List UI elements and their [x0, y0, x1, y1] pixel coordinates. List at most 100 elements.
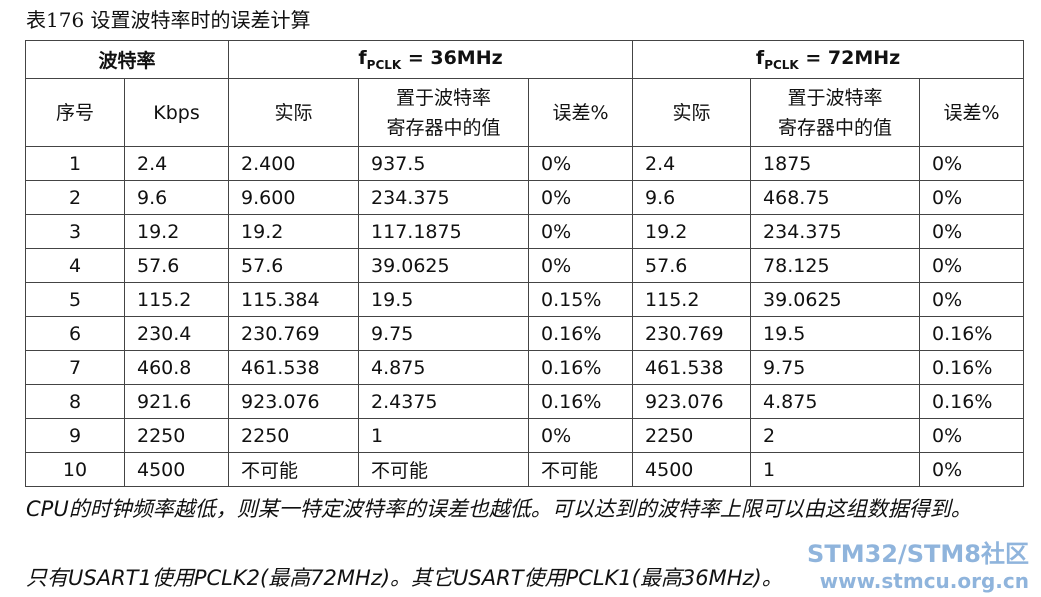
cell: 19.2: [632, 214, 752, 249]
cell: 9.6: [632, 180, 752, 215]
header-text: = 36MHz: [401, 47, 503, 70]
cell: 1: [358, 418, 530, 453]
cell: 2.400: [228, 146, 360, 181]
cell: 461.538: [632, 350, 752, 385]
cell: 115.384: [228, 282, 360, 317]
cell: 937.5: [358, 146, 530, 181]
cell: 923.076: [632, 384, 752, 419]
group-header-row: 波特率 fPCLK = 36MHz fPCLK = 72MHz: [24, 40, 1025, 79]
cell: 0.16%: [528, 350, 634, 385]
cell: 57.6: [123, 248, 230, 283]
cell: 9: [25, 418, 125, 453]
cell: 不可能: [358, 452, 530, 487]
cell: 0.16%: [919, 350, 1025, 385]
header-text: = 72MHz: [798, 47, 901, 70]
cell: 0%: [528, 418, 634, 453]
cell: 4500: [632, 452, 752, 487]
cell: 1: [25, 146, 125, 181]
cell: 78.125: [750, 248, 921, 283]
cell: 230.4: [123, 316, 230, 351]
cell: 0%: [528, 214, 634, 249]
cell: 6: [25, 316, 125, 351]
cell: 0%: [528, 248, 634, 283]
column-header: 置于波特率 寄存器中的值: [358, 78, 530, 147]
cell: 0.16%: [528, 316, 634, 351]
cell: 0.16%: [528, 384, 634, 419]
column-header: 实际: [228, 78, 360, 147]
cell: 8: [25, 384, 125, 419]
cell: 7: [25, 350, 125, 385]
cell: 5: [25, 282, 125, 317]
cell: 39.0625: [750, 282, 921, 317]
cell: 9.6: [123, 180, 230, 215]
data-row: 1 2.4 2.400 937.5 0% 2.4 1875 0%: [25, 146, 1025, 181]
cell: 4.875: [750, 384, 921, 419]
header-text: f: [358, 47, 367, 70]
watermark-line: www.stmcu.org.cn: [819, 569, 1029, 593]
cell: 230.769: [632, 316, 752, 351]
column-header: 误差%: [528, 78, 634, 147]
cell: 923.076: [228, 384, 360, 419]
cell: 19.5: [750, 316, 921, 351]
column-header: 误差%: [919, 78, 1025, 147]
cell: 2250: [123, 418, 230, 453]
cell: 4500: [123, 452, 230, 487]
cell: 0%: [919, 282, 1025, 317]
cell: 115.2: [123, 282, 230, 317]
column-header-row: 序号 Kbps 实际 置于波特率 寄存器中的值 误差% 实际 置于波特率 寄存器中的值 误差%: [25, 78, 1025, 147]
cell: 39.0625: [358, 248, 530, 283]
cell: 9.600: [228, 180, 360, 215]
cell: 0.15%: [528, 282, 634, 317]
cell: 9.75: [358, 316, 530, 351]
cell: 0%: [528, 146, 634, 181]
column-header: Kbps: [123, 78, 230, 147]
cell: 117.1875: [358, 214, 530, 249]
table-title: 表176 设置波特率时的误差计算: [26, 8, 311, 32]
cell: 921.6: [123, 384, 230, 419]
cell: 2.4: [632, 146, 752, 181]
cell: 0%: [919, 146, 1025, 181]
table: 波特率 fPCLK = 36MHz fPCLK = 72MHz 序号 Kbps 实际 置于波…: [24, 40, 1025, 487]
data-row: 7 460.8 461.538 4.875 0.16% 461.538 9.75 0.16%: [25, 350, 1025, 385]
cell: 2: [750, 418, 921, 453]
data-row: 4 57.6 57.6 39.0625 0% 57.6 78.125 0%: [25, 248, 1025, 283]
cell: 0%: [919, 180, 1025, 215]
cell: 234.375: [358, 180, 530, 215]
cell: 57.6: [632, 248, 752, 283]
cell: 230.769: [228, 316, 360, 351]
header-text: 波特率: [98, 50, 156, 72]
cell: 19.2: [123, 214, 230, 249]
cell: 0%: [919, 418, 1025, 453]
note: 只有USART1使用PCLK2(最高72MHz)。其它USART使用PCLK1(…: [26, 566, 783, 590]
column-header: 实际: [632, 78, 752, 147]
cell: 0%: [919, 452, 1025, 487]
cell: 0%: [919, 248, 1025, 283]
data-row: 8 921.6 923.076 2.4375 0.16% 923.076 4.875 0.16…: [25, 384, 1025, 419]
data-row: 9 2250 2250 1 0% 2250 2 0%: [25, 418, 1025, 453]
cell: 2.4: [123, 146, 230, 181]
cell: 2250: [228, 418, 360, 453]
cell: 10: [25, 452, 125, 487]
column-header: 置于波特率 寄存器中的值: [750, 78, 921, 147]
cell: 57.6: [228, 248, 360, 283]
group-header: fPCLK = 72MHz: [632, 40, 1025, 79]
data-row: 2 9.6 9.600 234.375 0% 9.6 468.75 0%: [25, 180, 1025, 215]
note: CPU的时钟频率越低，则某一特定波特率的误差也越低。可以达到的波特率上限可以由这…: [26, 497, 972, 521]
cell: 0.16%: [919, 384, 1025, 419]
cell: 不可能: [528, 452, 634, 487]
data-row: 10 4500 不可能 不可能 不可能 4500 1 0%: [25, 452, 1025, 487]
data-row: 5 115.2 115.384 19.5 0.15% 115.2 39.0625 0%: [25, 282, 1025, 317]
cell: 19.2: [228, 214, 360, 249]
cell: 2: [25, 180, 125, 215]
cell: 460.8: [123, 350, 230, 385]
cell: 1: [750, 452, 921, 487]
header-subscript: PCLK: [366, 57, 402, 72]
cell: 4.875: [358, 350, 530, 385]
cell: 468.75: [750, 180, 921, 215]
cell: 19.5: [358, 282, 530, 317]
cell: 不可能: [228, 452, 360, 487]
cell: 3: [25, 214, 125, 249]
group-header: fPCLK = 36MHz: [228, 40, 634, 79]
header-subscript: PCLK: [764, 57, 799, 72]
